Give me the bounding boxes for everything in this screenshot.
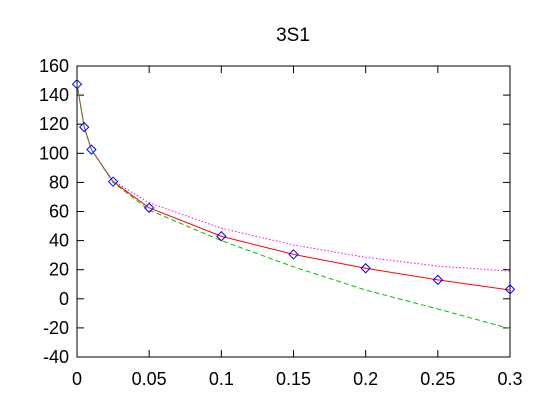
series-line-dotted (76, 84, 511, 272)
data-point-diamond (504, 284, 516, 295)
y-tick-label: 100 (39, 143, 69, 163)
plot-area: -40 -20 0 20 40 60 80 100 120 140 160 0 0.05 0.1 0.15 0… (39, 56, 523, 389)
data-point-diamond (107, 176, 119, 187)
y-tick-label: 0 (59, 289, 69, 309)
x-tick-label: 0.05 (132, 369, 167, 389)
y-tick-label: 20 (49, 260, 69, 280)
x-tick-label: 0.1 (209, 369, 234, 389)
y-tick-label: -40 (43, 347, 69, 367)
x-tick-label: 0.3 (497, 369, 522, 389)
data-point-diamond (71, 78, 83, 90)
series-line-solid (76, 84, 511, 291)
plot-frame (76, 65, 511, 358)
y-tick-label: 80 (49, 172, 69, 192)
x-tick-label: 0.2 (353, 369, 378, 389)
y-tick-label: 40 (49, 231, 69, 251)
y-tick-label: -20 (43, 318, 69, 338)
x-tick-label: 0.15 (276, 369, 311, 389)
data-point-diamond (86, 144, 97, 155)
y-tick-label: 140 (39, 85, 69, 105)
x-tick-label: 0.25 (420, 369, 455, 389)
series-line-dashed (76, 84, 511, 330)
y-tick-label: 160 (39, 56, 69, 76)
data-point-diamond (216, 231, 227, 242)
data-point-diamond (432, 274, 444, 286)
y-tick-label: 120 (39, 114, 69, 134)
data-point-diamond (360, 263, 371, 274)
data-point-diamond (79, 121, 90, 133)
data-point-diamond (288, 249, 299, 260)
y-tick-label: 60 (49, 202, 69, 222)
data-point-diamond (143, 202, 155, 214)
x-tick-label: 0 (72, 369, 82, 389)
chart-title: 3S1 (276, 25, 310, 46)
